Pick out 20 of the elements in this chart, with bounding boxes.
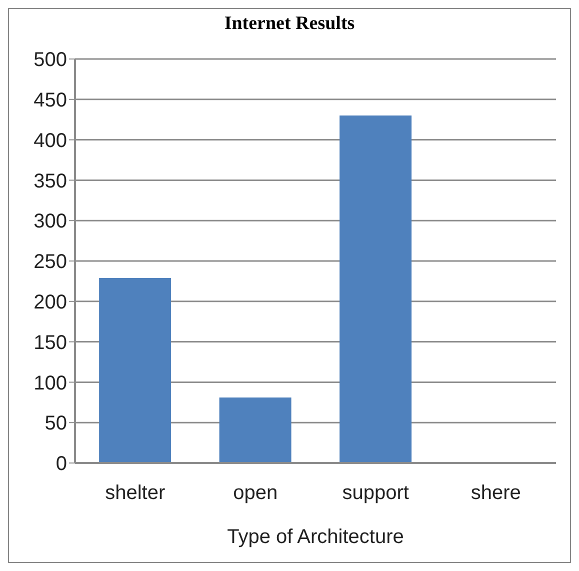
y-tick-label: 200 <box>34 292 67 314</box>
x-tick-label: support <box>342 482 410 504</box>
bar <box>340 116 412 463</box>
x-tick-label: shelter <box>105 482 166 504</box>
y-tick-label: 350 <box>34 170 67 192</box>
y-tick-label: 500 <box>34 49 67 72</box>
y-tick-label: 450 <box>34 90 67 112</box>
y-tick-label: 150 <box>34 332 67 354</box>
bar <box>99 278 172 463</box>
x-tick-label: open <box>233 482 278 504</box>
chart-title: Internet Results <box>223 12 356 36</box>
bar <box>219 398 292 463</box>
y-tick-label: 400 <box>34 130 67 152</box>
y-tick-label: 0 <box>56 453 67 476</box>
y-tick-label: 250 <box>34 251 67 274</box>
y-tick-label: 50 <box>44 412 67 435</box>
y-tick-label: 100 <box>34 372 67 394</box>
x-axis-title: Type of Architecture <box>227 526 404 548</box>
x-tick-label: shere <box>470 482 521 504</box>
y-tick-label: 300 <box>34 210 67 233</box>
